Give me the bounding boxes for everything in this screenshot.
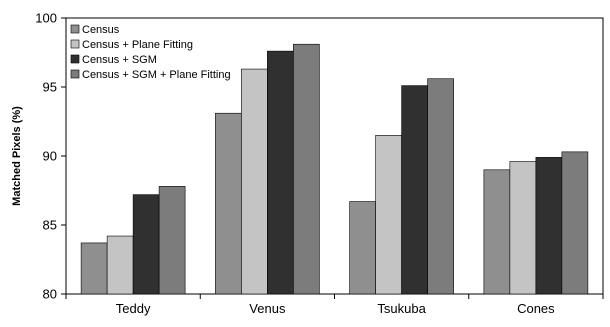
bar xyxy=(132,194,160,295)
y-tick-label: 90 xyxy=(43,149,57,164)
y-axis-title: Matched Pixels (%) xyxy=(11,106,23,206)
legend-swatch xyxy=(70,54,80,64)
x-axis-labels: Teddy Venus Tsukuba Cones xyxy=(65,294,604,316)
y-tick-label: 100 xyxy=(35,11,57,26)
legend-swatch xyxy=(70,39,80,49)
bar xyxy=(509,161,537,295)
bar xyxy=(375,135,402,295)
x-category-label: Cones xyxy=(517,301,555,316)
bar xyxy=(401,85,428,295)
bar xyxy=(80,242,108,295)
bar xyxy=(535,157,563,295)
bar xyxy=(158,186,186,295)
legend: Census Census + Plane Fitting Census + SGM… xyxy=(70,24,231,81)
bar xyxy=(267,50,294,295)
bar xyxy=(241,68,268,295)
bar xyxy=(215,112,242,295)
bar xyxy=(561,151,589,295)
bar xyxy=(293,43,320,295)
legend-label: Census + Plane Fitting xyxy=(82,39,193,51)
y-tick-label: 95 xyxy=(43,80,57,95)
y-axis-ticks: 80 85 90 95 100 xyxy=(35,11,66,302)
y-tick-label: 80 xyxy=(43,287,57,302)
legend-label: Census + SGM + Plane Fitting xyxy=(82,69,231,81)
bar xyxy=(106,235,134,295)
y-tick-label: 85 xyxy=(43,218,57,233)
legend-swatch xyxy=(70,24,80,34)
legend-label: Census xyxy=(82,24,120,36)
x-category-label: Venus xyxy=(249,301,286,316)
bars xyxy=(80,43,589,295)
x-category-label: Teddy xyxy=(116,301,151,316)
bar xyxy=(427,78,454,295)
bar xyxy=(349,201,376,295)
bar xyxy=(483,169,511,295)
legend-swatch xyxy=(70,69,80,79)
x-category-label: Tsukuba xyxy=(377,301,426,316)
legend-label: Census + SGM xyxy=(82,54,157,66)
